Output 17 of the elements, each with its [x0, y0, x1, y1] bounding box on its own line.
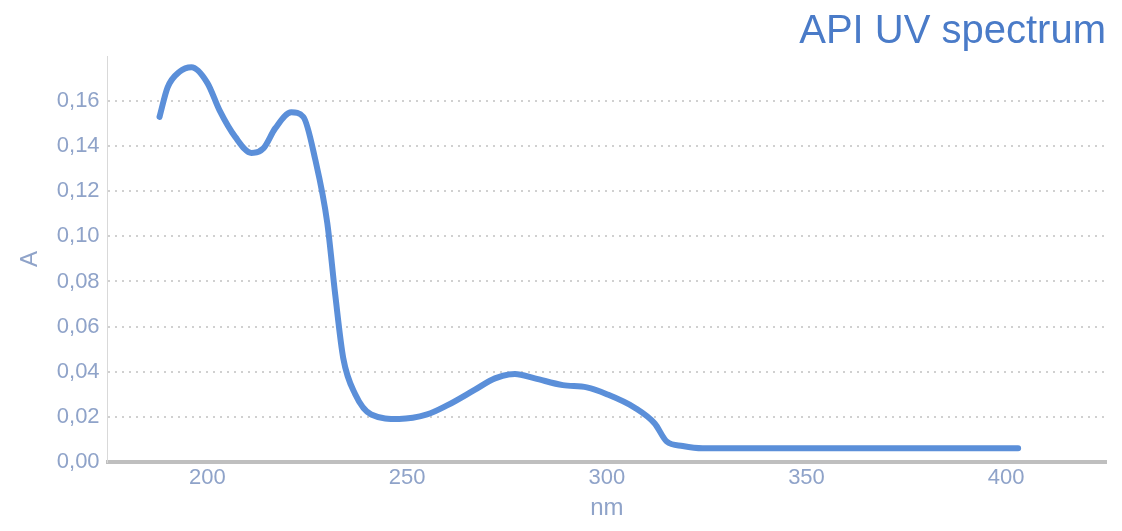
x-tick-label: 200	[189, 464, 226, 490]
y-tick-label: 0,14	[56, 132, 100, 158]
y-tick-label: 0,00	[56, 447, 100, 473]
y-tick-label: 0,04	[56, 357, 100, 383]
chart-title: API UV spectrum	[799, 7, 1106, 52]
y-tick-label: 0,10	[56, 222, 100, 248]
y-axis-title: A	[15, 250, 43, 267]
x-tick-label: 250	[388, 464, 426, 490]
x-tick-label: 400	[987, 464, 1025, 490]
x-axis-title: nm	[590, 493, 624, 521]
y-tick-label: 0,02	[56, 402, 100, 428]
y-tick-label: 0,12	[56, 177, 100, 203]
y-tick-label: 0,08	[56, 267, 100, 293]
x-tick-label: 300	[588, 464, 626, 490]
y-tick-label: 0,16	[56, 87, 100, 113]
y-tick-label: 0,06	[56, 312, 100, 338]
x-tick-label: 350	[788, 464, 825, 490]
